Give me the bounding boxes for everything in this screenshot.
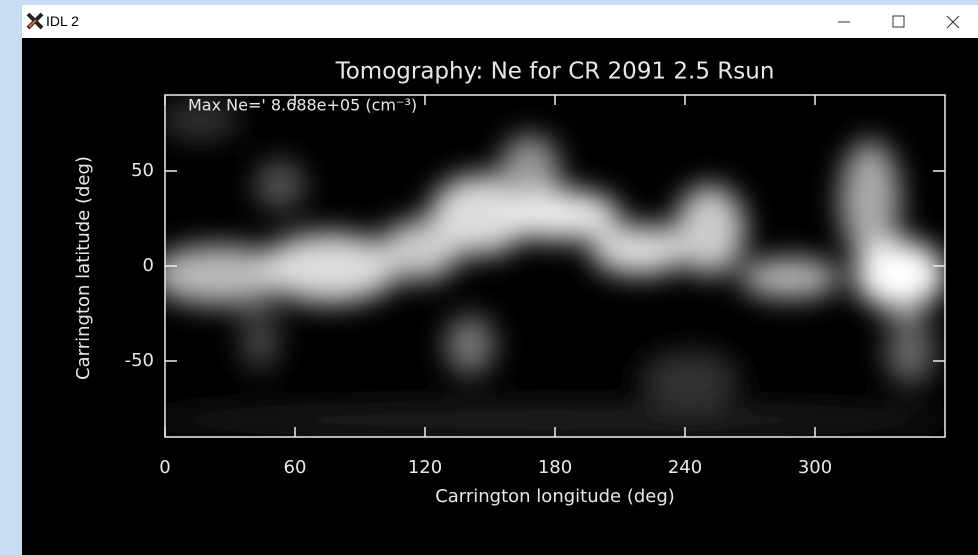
y-tick-label: -50 xyxy=(125,350,154,371)
title-bar: IDL 2 xyxy=(22,5,978,38)
chart-title: Tomography: Ne for CR 2091 2.5 Rsun xyxy=(335,59,775,85)
close[interactable] xyxy=(946,15,960,29)
y-axis-label: Carrington latitude (deg) xyxy=(73,156,94,380)
window-title: IDL 2 xyxy=(46,13,79,29)
maximize[interactable] xyxy=(892,15,905,28)
x-axis-label: Carrington longitude (deg) xyxy=(435,486,675,507)
y-tick-label: 50 xyxy=(131,160,154,181)
x-tick-label: 240 xyxy=(668,457,702,478)
x-tick-label: 120 xyxy=(408,457,442,478)
x-tick-label: 0 xyxy=(159,457,170,478)
window-controls[interactable] xyxy=(838,5,978,38)
x-tick-label: 60 xyxy=(284,457,307,478)
annotation: Max Ne=' 8.688e+05 (cm⁻³) xyxy=(188,96,417,115)
density-image xyxy=(165,95,945,437)
app-icon xyxy=(26,12,44,30)
x-tick-label: 300 xyxy=(798,457,832,478)
x-tick-label: 180 xyxy=(538,457,572,478)
y-tick-label: 0 xyxy=(143,255,154,276)
